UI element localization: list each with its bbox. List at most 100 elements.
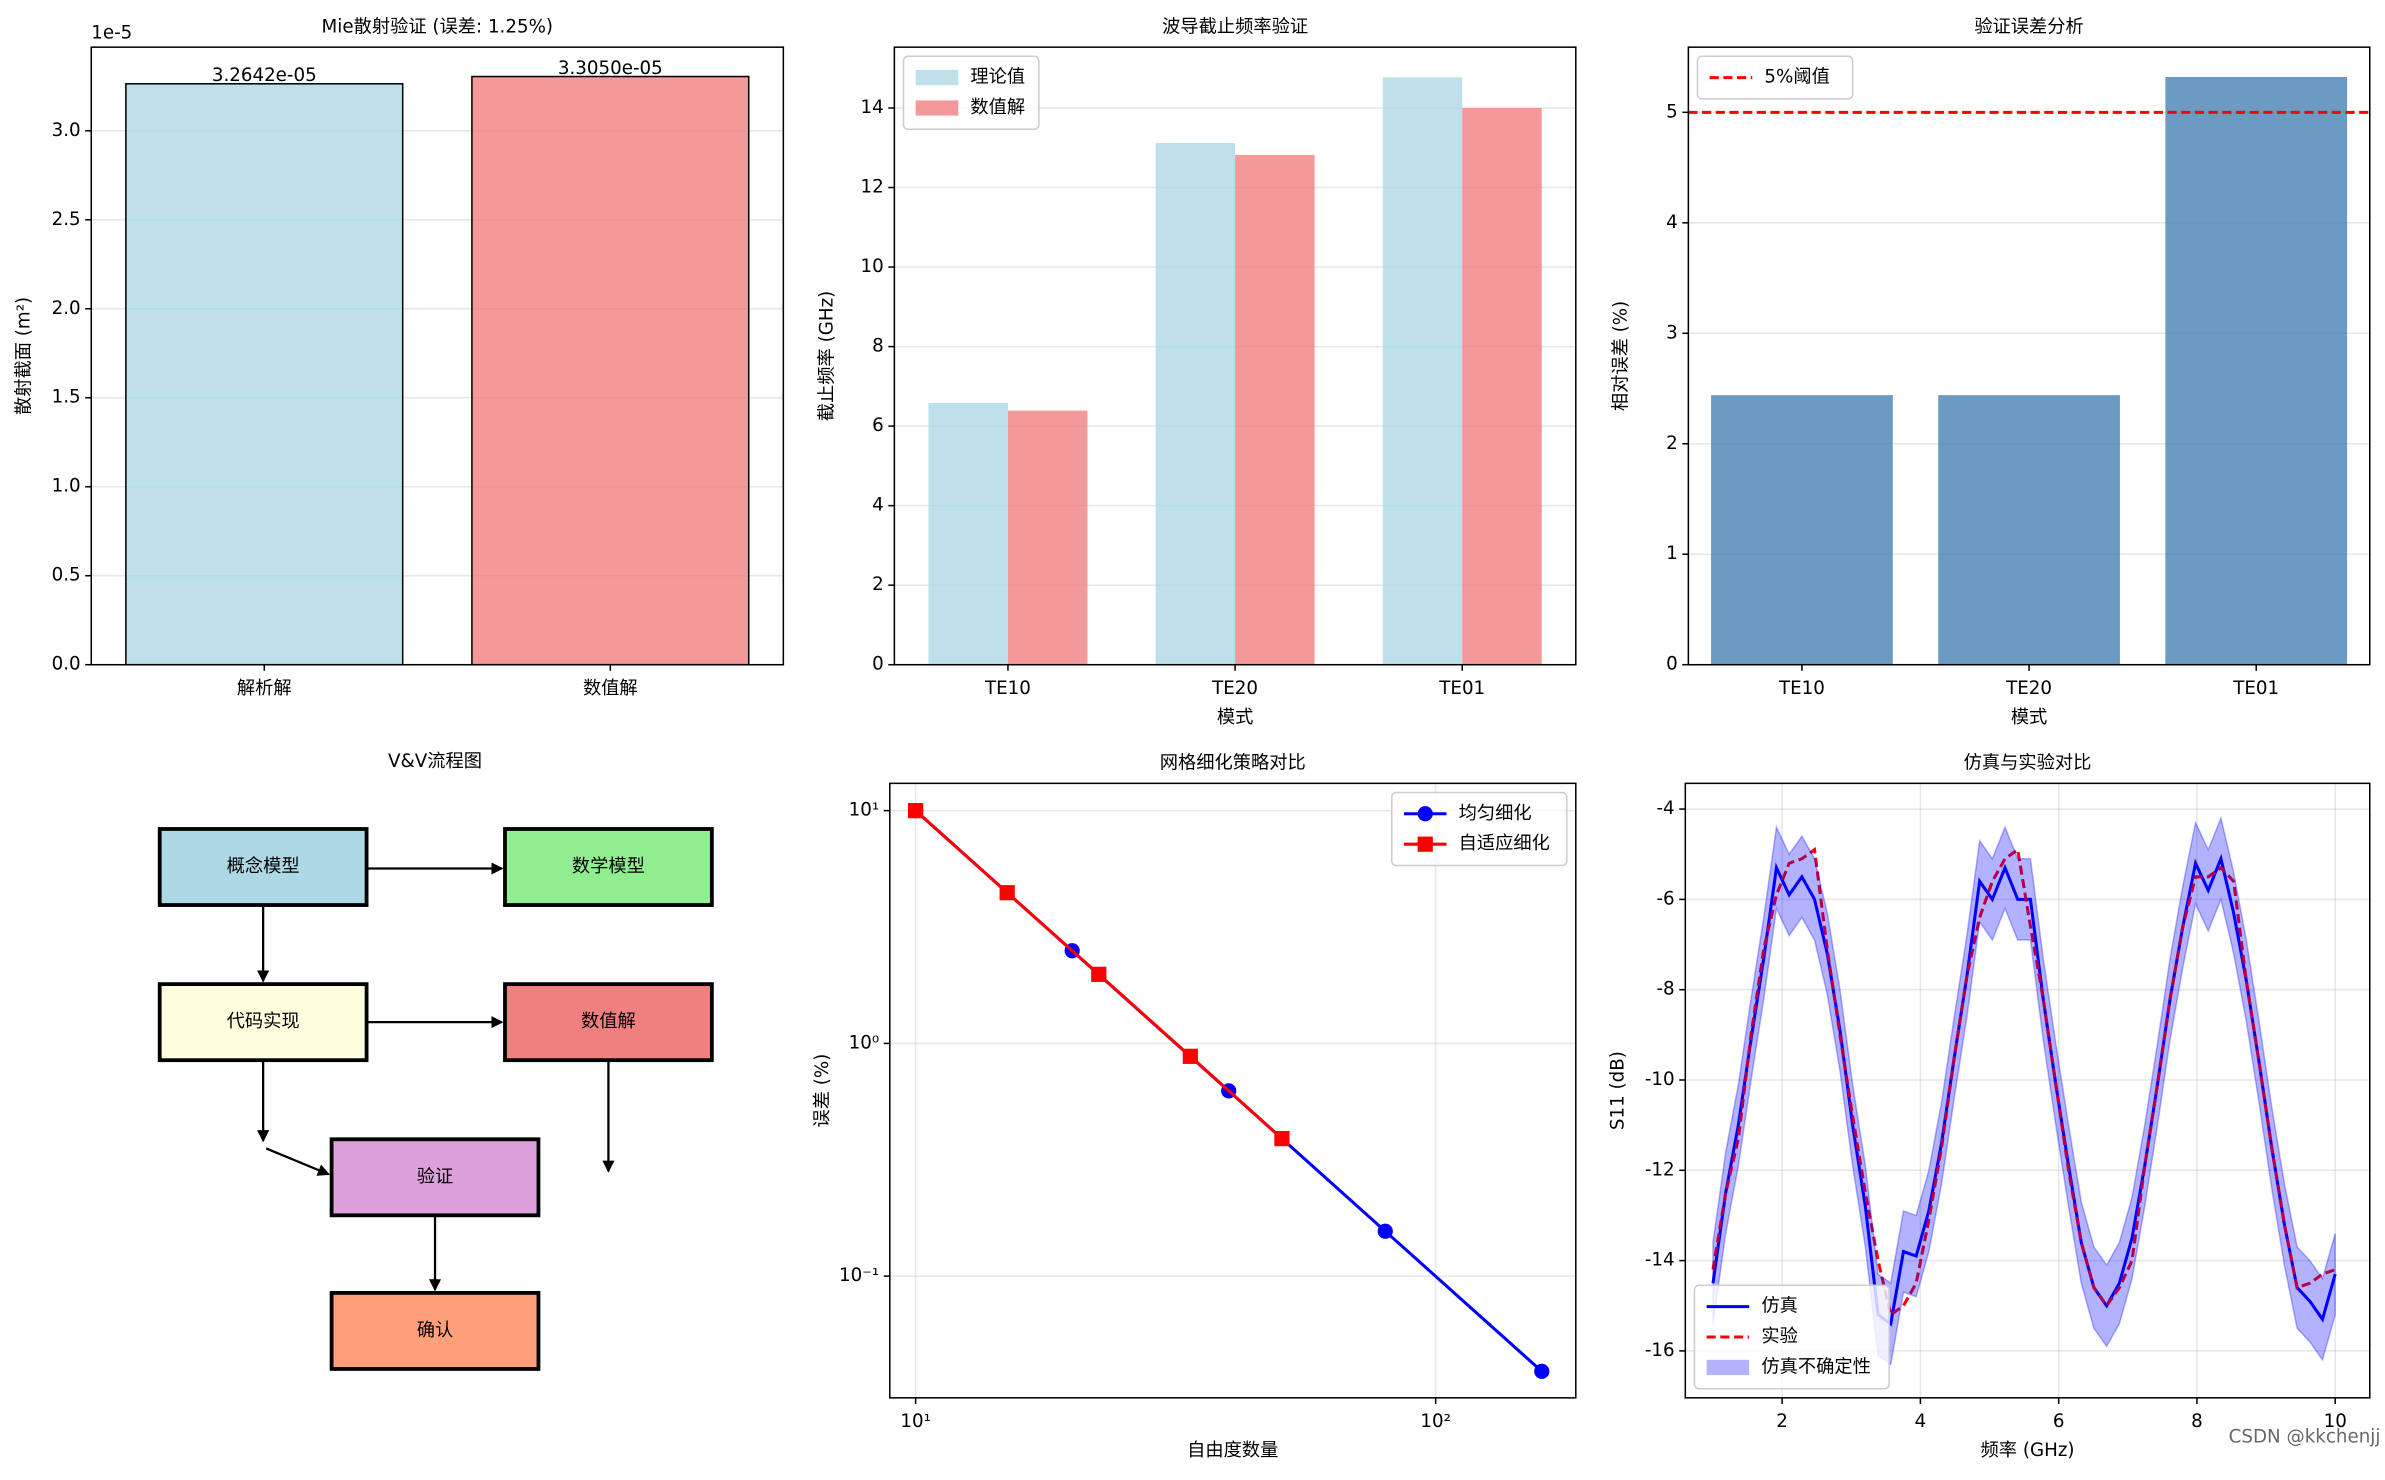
y-tick-label: 1.5: [52, 387, 81, 408]
legend-label: 均匀细化: [1459, 803, 1532, 824]
flow-node: [157, 827, 369, 907]
x-tick-label: TE20: [2005, 678, 2052, 699]
plot-area: [125, 75, 750, 666]
axes: 波导截止频率验证 0 2 4 6 8 10 12 14 TE10 TE20 TE01 模式 截止频率 (G…: [816, 16, 1577, 728]
y-tick-label: -8: [1656, 979, 1674, 1000]
legend-swatch: [915, 100, 959, 116]
y-tick-label: -6: [1656, 888, 1674, 909]
subplot-title: 验证误差分析: [1974, 16, 2084, 37]
x-tick-label: 10: [2324, 1411, 2347, 1432]
y-tick-label: 4: [1666, 212, 1678, 233]
flow-node: [329, 1137, 541, 1218]
subplot: 仿真与实验对比 -16 -14 -12 -10 -8 -6 -4 2 4 6 8 10 频率 (GHz) S…: [1607, 753, 2371, 1461]
subplot-title: 波导截止频率验证: [1162, 16, 1308, 37]
y-tick-label: 2: [872, 574, 884, 595]
y-tick-label: 1: [1666, 543, 1678, 564]
legend-label: 5%阈值: [1764, 67, 1829, 88]
y-tick-label: 14: [860, 97, 883, 118]
point-marker: [1377, 1223, 1393, 1239]
y-tick-label: 2.5: [52, 209, 81, 230]
point-marker: [1274, 1130, 1290, 1147]
y-tick-label: 8: [872, 336, 884, 357]
y-tick-label: -10: [1645, 1069, 1675, 1090]
y-tick-label: 1.0: [52, 476, 81, 497]
subplot: 网格细化策略对比 10¹ 10⁰ 10⁻¹ 10¹ 10² 自由度数量 误差 (%) 均匀细化自…: [812, 753, 1577, 1461]
bar: [1155, 142, 1236, 665]
bar: [1235, 154, 1315, 665]
y-axis-label: 相对误差 (%): [1610, 301, 1631, 411]
plot-area: [908, 803, 1550, 1379]
y-tick-label: -4: [1656, 798, 1674, 819]
axes: 仿真与实验对比 -16 -14 -12 -10 -8 -6 -4 2 4 6 8 10 频率 (GHz) S…: [1607, 753, 2371, 1461]
y-tick-label: -14: [1645, 1250, 1675, 1271]
y-tick-label: 6: [872, 415, 884, 436]
x-tick-label: TE01: [2232, 678, 2279, 699]
y-tick-label: 10: [860, 256, 883, 277]
x-axis-label: 自由度数量: [1187, 1440, 1278, 1461]
point-marker: [999, 885, 1015, 901]
x-tick-label: 6: [2053, 1411, 2065, 1432]
legend-box: [1693, 1284, 1890, 1390]
series-line: [1711, 853, 2337, 1327]
y-tick-label: 0.5: [52, 565, 81, 586]
x-axis-label: 频率 (GHz): [1981, 1440, 2075, 1461]
subplot: 验证误差分析 0 1 2 3 4 5 TE10 TE20 TE01 模式 相对误差 (%) 5%阈值: [1610, 16, 2371, 728]
y-tick-label: 2: [1666, 433, 1678, 454]
subplot: Mie散射验证 (误差: 1.25%) 0.0 0.5 1.0 1.5 2.0 2.5 3.0…: [13, 16, 785, 699]
bar: [125, 83, 404, 666]
flow-node: [503, 827, 714, 907]
y-tick-label: 0: [1666, 654, 1678, 675]
legend-box: [1696, 55, 1854, 100]
legend-label: 实验: [1761, 1326, 1798, 1347]
series-layer: [1711, 815, 2337, 1366]
legend-label: 理论值: [970, 67, 1025, 88]
series-layer: [908, 803, 1550, 1379]
y-axis-label: 截止频率 (GHz): [816, 291, 837, 421]
flow-node: [503, 982, 714, 1063]
y-axis-label: 散射截面 (m²): [13, 297, 34, 415]
x-tick-label: TE10: [984, 678, 1031, 699]
bar: [1711, 395, 1893, 665]
y-tick-label: -12: [1645, 1159, 1675, 1180]
y-tick-label: 3: [1666, 322, 1678, 343]
x-axis-label: 模式: [2011, 707, 2048, 728]
value-label: 3.2642e-05: [212, 65, 317, 86]
legend-marker: [1417, 806, 1433, 822]
flow-node-label: 确认: [417, 1320, 454, 1341]
y-offset-label: 1e-5: [91, 22, 132, 43]
axes-frame: [1687, 46, 2371, 666]
y-tick-label: 0: [872, 654, 884, 675]
subplot-title: 仿真与实验对比: [1964, 753, 2092, 774]
x-tick-label: 2: [1776, 1411, 1788, 1432]
y-tick-label: 4: [872, 495, 884, 516]
uncertainty-band: [1712, 815, 2336, 1366]
point-marker: [1091, 966, 1107, 982]
y-tick-label: 12: [860, 177, 883, 198]
point-marker: [1182, 1048, 1198, 1064]
x-tick-label: TE10: [1778, 678, 1825, 699]
x-tick-label: 解析解: [237, 678, 292, 699]
y-tick-label: 0.0: [52, 654, 81, 675]
legend: 5%阈值: [1696, 55, 1854, 100]
subplot-title: 网格细化策略对比: [1160, 753, 1306, 774]
x-tick-label: 10²: [1420, 1411, 1451, 1432]
legend-swatch: [1706, 1359, 1750, 1376]
x-axis-label: 模式: [1217, 707, 1254, 728]
subplot-title: V&V流程图: [388, 751, 482, 772]
x-tick-label: 4: [1915, 1411, 1927, 1432]
legend-swatch: [915, 69, 959, 86]
value-label: 3.3050e-05: [558, 58, 663, 79]
flow-node-label: 代码实现: [227, 1011, 300, 1032]
x-tick-label: TE01: [1438, 678, 1485, 699]
flow-node: [329, 1290, 541, 1371]
legend-label: 仿真: [1761, 1296, 1798, 1317]
watermark: CSDN @kkchenjj: [2229, 1426, 2381, 1447]
flow-node-label: 概念模型: [227, 855, 300, 877]
y-tick-label: 10⁻¹: [839, 1265, 879, 1286]
x-tick-label: TE20: [1211, 678, 1258, 699]
